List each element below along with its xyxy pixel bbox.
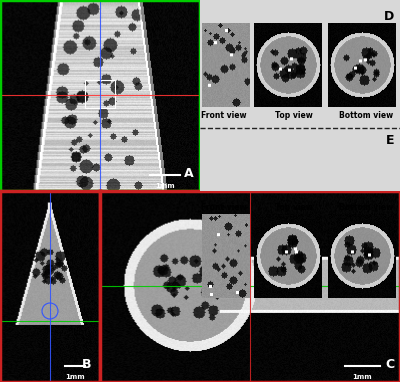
Text: B: B	[82, 358, 92, 371]
Text: C: C	[385, 358, 394, 371]
Text: Front view: Front view	[201, 112, 247, 120]
Text: A: A	[184, 167, 194, 180]
Bar	[218, 269, 250, 297]
Text: Front view: Front view	[201, 203, 247, 212]
Text: 1mm: 1mm	[352, 374, 372, 380]
Bar	[85, 80, 115, 108]
Text: 1mm: 1mm	[155, 183, 175, 189]
Text: 1mm: 1mm	[65, 374, 85, 380]
Text: D: D	[384, 10, 394, 23]
Text: E: E	[386, 134, 394, 147]
Text: Top view: Top view	[275, 112, 313, 120]
Text: Top view: Top view	[275, 203, 313, 212]
Text: Bottom view: Bottom view	[339, 112, 393, 120]
Text: Bottom view: Bottom view	[339, 203, 393, 212]
